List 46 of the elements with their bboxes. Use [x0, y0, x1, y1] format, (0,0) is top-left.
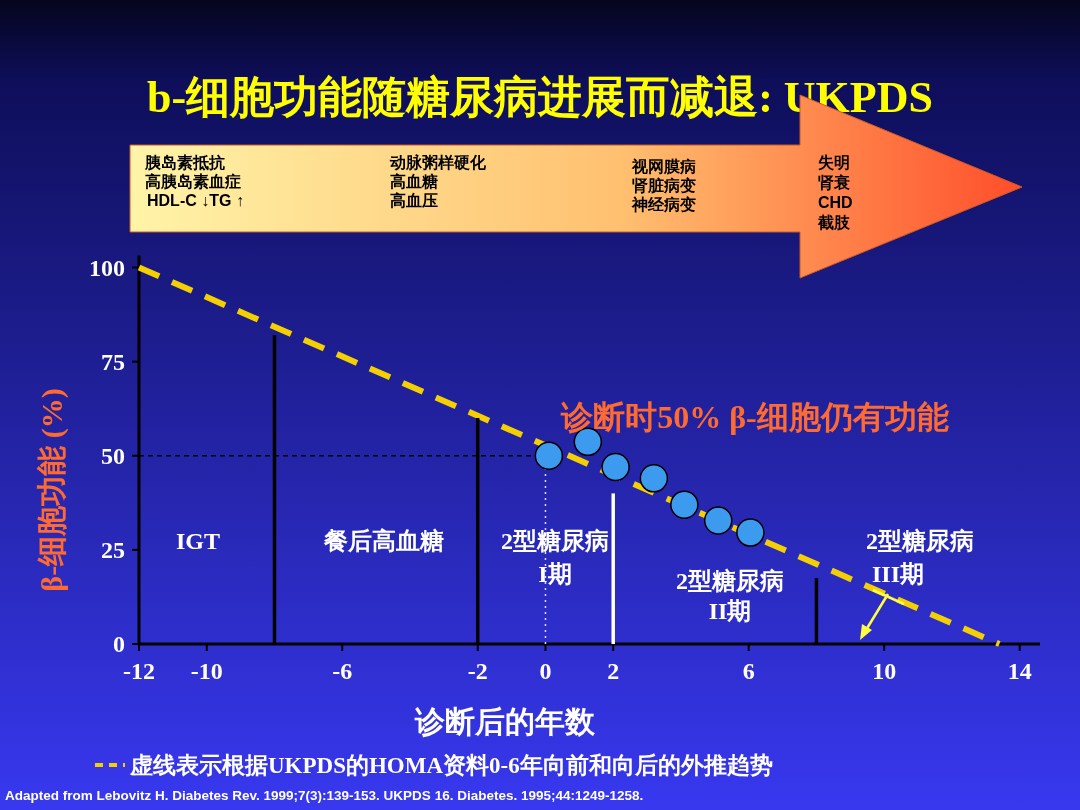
y-tick-label: 100	[89, 254, 125, 281]
x-tick-label: -2	[467, 658, 488, 684]
legend: 虚线表示根据UKPDS的HOMA资料0-6年向前和向后的外推趋势	[95, 753, 773, 778]
text: Adapted from Lebovitz H. Diabetes Rev. 1999;7(3):139-153. UKPDS 16. Diabetes. 1995;44:1249-1258.	[5, 788, 644, 803]
y-tick-label: 50	[101, 442, 125, 469]
x-tick-label: -12	[123, 658, 155, 684]
point	[670, 490, 699, 519]
annotation: 餐后高血糖	[323, 527, 444, 554]
x-tick-label: 14	[1007, 658, 1032, 684]
x-tick-label: 6	[742, 658, 755, 684]
x-tick-label: 10	[872, 658, 897, 684]
point	[601, 452, 630, 482]
annotation: 2型糖尿病	[866, 528, 974, 554]
text: 截肢	[817, 214, 851, 231]
text: 肾衰	[818, 173, 850, 191]
text: 高胰岛素血症	[145, 172, 241, 190]
annotation: 2型糖尿病	[676, 568, 784, 594]
annotation: 2型糖尿病	[501, 528, 609, 554]
annotation: II期	[708, 598, 752, 624]
y-tick-label: 75	[101, 348, 125, 375]
text: 肾脏病变	[632, 177, 696, 194]
x-tick-label: -10	[190, 658, 223, 684]
text: 胰岛素抵抗	[144, 154, 225, 171]
point	[534, 441, 564, 470]
y-axis-title: β-细胞功能 (%)	[35, 388, 69, 592]
point	[639, 464, 669, 493]
x-tick-label: 0	[539, 658, 552, 684]
text: 失明	[818, 154, 850, 171]
annotation: III期	[871, 561, 925, 587]
annotation: IGT	[175, 528, 221, 554]
y-tick-label: 0	[113, 631, 125, 657]
text: 视网膜病	[631, 158, 696, 175]
text: CHD	[818, 194, 853, 211]
text: 神经病变	[631, 196, 696, 213]
y-tick-label: 25	[101, 536, 125, 563]
point	[703, 506, 733, 535]
text: HDL-C ↓TG ↑	[147, 192, 244, 209]
x-tick-label: 2	[607, 658, 620, 684]
annotation: I期	[538, 561, 572, 587]
text: 动脉粥样硬化	[389, 154, 487, 171]
x-axis-title: 诊断后的年数	[414, 705, 596, 738]
annotation: 诊断时50% β-细胞仍有功能	[560, 399, 949, 435]
x-tick-label: -6	[332, 658, 353, 684]
text: 高血糖	[390, 172, 438, 190]
text: 高血压	[390, 191, 438, 209]
point	[736, 518, 765, 547]
